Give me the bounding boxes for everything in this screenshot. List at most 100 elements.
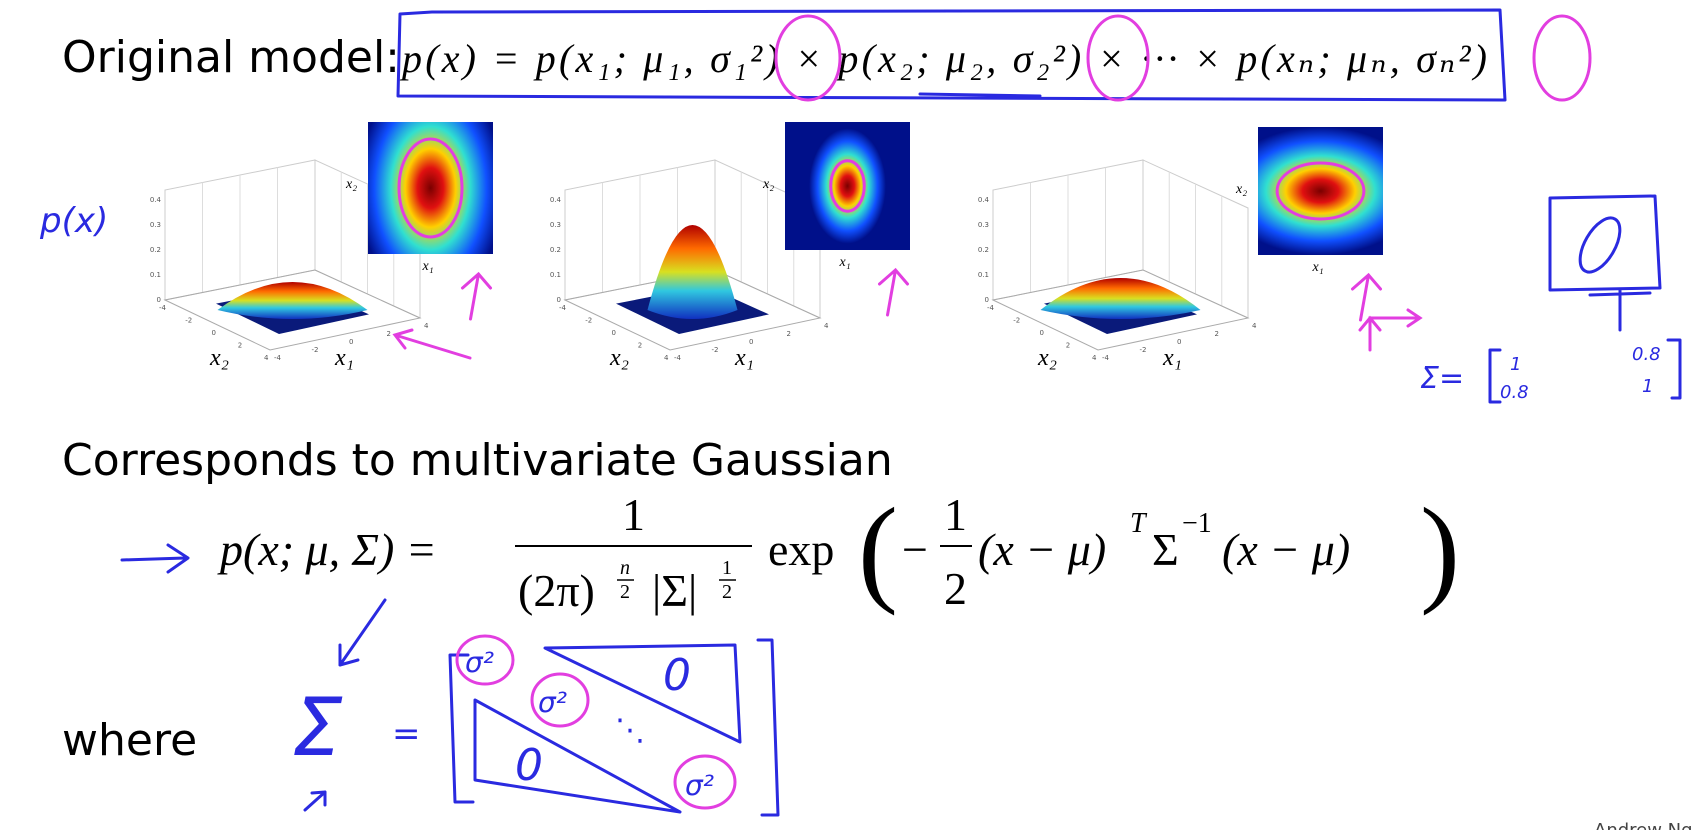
exponent: 2 bbox=[722, 581, 732, 603]
z-tick-label: 0.3 bbox=[150, 221, 161, 229]
inset-y-label: x₂ bbox=[345, 177, 357, 192]
formula-circles bbox=[774, 14, 1592, 102]
y-tick-label: -4 bbox=[159, 304, 167, 312]
x-tick-label: -2 bbox=[312, 346, 319, 354]
y-axis-label: x₂ bbox=[209, 345, 229, 371]
exp: exp bbox=[768, 524, 834, 575]
cov-brackets bbox=[1488, 338, 1682, 404]
surface-bump bbox=[1040, 278, 1201, 319]
z-tick-label: 0.1 bbox=[150, 271, 161, 279]
y-tick-label: 4 bbox=[1092, 354, 1097, 362]
numerator: 1 bbox=[622, 489, 645, 540]
pink-arrow bbox=[878, 267, 909, 317]
z-tick-label: 0.4 bbox=[150, 196, 162, 204]
circle bbox=[530, 672, 590, 728]
y-tick-label: 0 bbox=[1040, 329, 1044, 337]
x-tick-label: 4 bbox=[424, 322, 429, 330]
handwritten-sigma: Σ bbox=[292, 681, 343, 774]
x-axis-label: x₁ bbox=[734, 345, 754, 371]
z-tick-label: 0.2 bbox=[550, 246, 561, 254]
x-tick-label: 4 bbox=[1252, 322, 1257, 330]
cov-entry: 1 bbox=[1510, 354, 1521, 375]
transpose: T bbox=[1130, 508, 1148, 539]
z-tick-label: 0 bbox=[557, 296, 561, 304]
exponent: n bbox=[620, 557, 630, 579]
gaussian-formula: p(x; μ, Σ) = 1 (2π) n 2 |Σ| 1 2 exp ( − … bbox=[217, 483, 1460, 616]
y-axis-label: x₂ bbox=[609, 345, 629, 371]
x-tick-label: -4 bbox=[674, 354, 682, 362]
z-tick-label: 0.4 bbox=[978, 196, 990, 204]
z-tick-label: 0.4 bbox=[550, 196, 562, 204]
inset-x-label: x₁ bbox=[839, 255, 851, 270]
circle bbox=[673, 754, 737, 810]
x-tick-label: 2 bbox=[387, 330, 391, 338]
floor bbox=[991, 269, 1250, 351]
denominator: (2π) bbox=[518, 565, 595, 616]
inverse: −1 bbox=[1182, 508, 1212, 539]
heatmap-blob bbox=[809, 128, 886, 244]
sigma: Σ bbox=[1152, 524, 1179, 575]
circle bbox=[455, 634, 515, 686]
contour bbox=[1275, 161, 1366, 221]
y-tick-label: 0 bbox=[612, 329, 616, 337]
paren: ( bbox=[858, 483, 898, 616]
y-axis-label: x₂ bbox=[1037, 345, 1057, 371]
paren: ) bbox=[1420, 483, 1460, 616]
half-num: 1 bbox=[944, 489, 967, 540]
inset-x-label: x₁ bbox=[1312, 260, 1324, 275]
arrow bbox=[303, 790, 327, 812]
z-tick-label: 0 bbox=[157, 296, 161, 304]
z-tick-label: 0.2 bbox=[978, 246, 989, 254]
exponent: 2 bbox=[620, 581, 630, 603]
diag-entry: σ² bbox=[538, 686, 567, 719]
heatmap-blob bbox=[1258, 127, 1383, 255]
term: (x − μ) bbox=[1222, 524, 1350, 575]
y-tick-label: -2 bbox=[1013, 317, 1020, 325]
z-tick-label: 0 bbox=[985, 296, 989, 304]
inset-y-label: x₂ bbox=[762, 177, 774, 192]
y-tick-label: -4 bbox=[559, 304, 567, 312]
y-tick-label: 2 bbox=[1066, 342, 1070, 350]
x-tick-label: 0 bbox=[749, 338, 753, 346]
y-tick-label: 4 bbox=[264, 354, 269, 362]
floor bbox=[163, 269, 422, 351]
pink-arrow bbox=[1351, 272, 1382, 322]
x-tick-label: 4 bbox=[824, 322, 829, 330]
pink-arrow bbox=[392, 328, 472, 360]
contour bbox=[829, 159, 866, 213]
y-tick-label: 4 bbox=[664, 354, 669, 362]
z-tick-label: 0.3 bbox=[978, 221, 989, 229]
zero-entry: 0 bbox=[515, 740, 543, 791]
x-tick-label: -4 bbox=[274, 354, 282, 362]
y-tick-label: -4 bbox=[987, 304, 995, 312]
cov-entry: 0.8 bbox=[1632, 344, 1661, 365]
handwritten-equals: = bbox=[392, 714, 421, 754]
handwritten-p-x: p(x) bbox=[39, 201, 108, 241]
x-tick-label: 2 bbox=[787, 330, 791, 338]
diag-entry: σ² bbox=[685, 769, 714, 802]
x-tick-label: -2 bbox=[1140, 346, 1147, 354]
y-tick-label: -2 bbox=[185, 317, 192, 325]
z-tick-label: 0.1 bbox=[550, 271, 561, 279]
arrow bbox=[120, 543, 190, 574]
x-tick-label: 0 bbox=[349, 338, 353, 346]
x-tick-label: 2 bbox=[1215, 330, 1219, 338]
y-tick-label: 2 bbox=[638, 342, 642, 350]
arrow bbox=[338, 598, 387, 667]
z-tick-label: 0.1 bbox=[978, 271, 989, 279]
pink-arrow bbox=[461, 271, 492, 321]
inset-y-label: x₂ bbox=[1235, 182, 1247, 197]
handwritten-sigma-eq: Σ= bbox=[1420, 361, 1464, 396]
diag-entry: σ² bbox=[465, 646, 494, 679]
cov-entry: 1 bbox=[1642, 376, 1653, 397]
cov-entry: 0.8 bbox=[1500, 382, 1529, 403]
formula-box bbox=[396, 8, 1507, 102]
x-tick-label: 0 bbox=[1177, 338, 1181, 346]
determinant: |Σ| bbox=[652, 565, 697, 616]
contour bbox=[397, 137, 464, 239]
surface-bump bbox=[647, 225, 738, 319]
y-tick-label: 2 bbox=[238, 342, 242, 350]
y-tick-label: -2 bbox=[585, 317, 592, 325]
